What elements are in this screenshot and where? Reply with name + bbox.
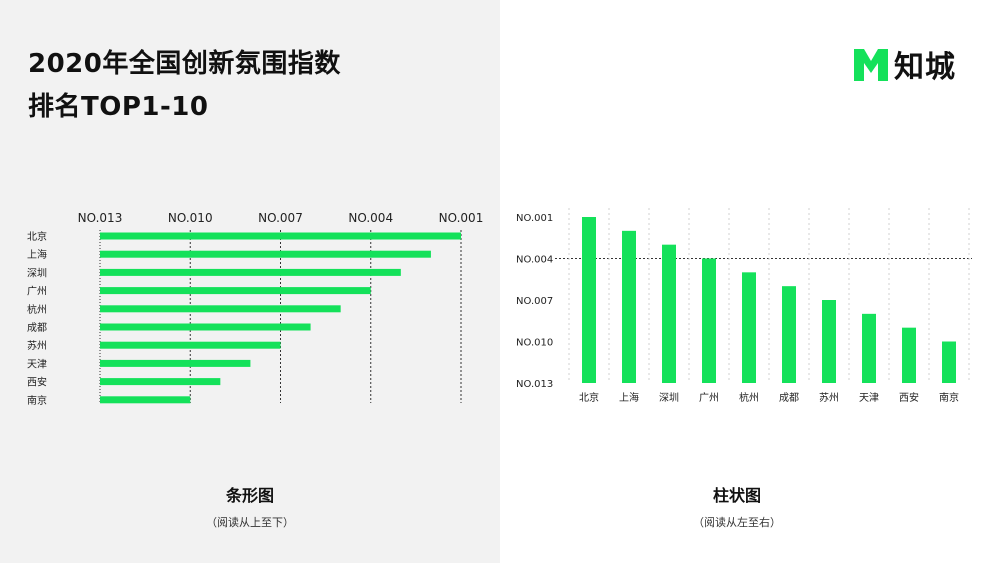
v-bar: [582, 217, 596, 383]
v-category-label: 北京: [579, 391, 599, 404]
h-category-label: 成都: [27, 322, 47, 334]
h-bar: [100, 396, 191, 404]
v-bar: [822, 300, 836, 383]
page-title-line2: 排名TOP1-10: [28, 92, 209, 122]
v-bar: [742, 272, 756, 383]
h-category-label: 西安: [27, 376, 47, 389]
h-category-label: 北京: [27, 230, 47, 243]
v-tick-label: NO.013: [516, 379, 553, 390]
bar-chart-caption-title: 条形图: [225, 486, 274, 505]
v-bar: [862, 313, 876, 383]
v-bar: [622, 230, 636, 383]
h-category-label: 南京: [27, 394, 47, 407]
v-category-label: 成都: [779, 392, 799, 404]
h-bar: [100, 323, 311, 331]
h-bar: [100, 268, 401, 276]
h-tick-label: NO.004: [348, 211, 393, 225]
h-bar: [100, 305, 341, 313]
h-category-label: 深圳: [27, 267, 47, 279]
h-tick-label: NO.007: [258, 211, 303, 225]
column-chart-caption: 柱状图 （阅读从左至右）: [637, 482, 837, 530]
v-tick-label: NO.004: [516, 255, 553, 266]
bar-chart-caption-sub: （阅读从上至下）: [206, 516, 294, 529]
h-bar: [100, 250, 431, 258]
v-bar: [662, 244, 676, 383]
column-chart-caption-sub: （阅读从左至右）: [693, 516, 781, 529]
h-bar: [100, 232, 461, 240]
h-category-label: 广州: [27, 286, 47, 298]
h-bar: [100, 341, 281, 349]
h-category-label: 天津: [27, 358, 47, 370]
page-title-line1: 2020年全国创新氛围指数: [28, 49, 341, 79]
v-category-label: 杭州: [739, 391, 759, 404]
vertical-bar-chart: NO.001 NO.004 NO.007 NO.010 NO.013 北京 上海 深圳 广州 杭州…: [516, 208, 972, 404]
v-bar: [902, 327, 916, 383]
v-bar: [702, 258, 716, 383]
v-category-label: 南京: [939, 391, 959, 404]
h-tick-label: NO.013: [78, 211, 123, 225]
v-category-label: 上海: [619, 391, 639, 404]
v-category-label: 深圳: [659, 392, 679, 404]
left-panel: [0, 0, 500, 563]
v-bar: [942, 341, 956, 383]
h-category-label: 杭州: [27, 303, 47, 316]
logo-mark-icon: [854, 49, 888, 81]
h-tick-label: NO.010: [168, 211, 213, 225]
v-tick-label: NO.007: [516, 296, 553, 307]
v-category-label: 广州: [699, 392, 719, 404]
h-bar: [100, 287, 371, 295]
v-tick-label: NO.001: [516, 213, 553, 224]
column-chart-caption-title: 柱状图: [712, 486, 761, 505]
h-tick-label: NO.001: [439, 211, 484, 225]
bar-chart-caption: 条形图 （阅读从上至下）: [150, 482, 350, 530]
h-category-label: 苏州: [27, 339, 47, 352]
h-category-label: 上海: [27, 248, 47, 261]
horizontal-bar-chart: NO.013 NO.010 NO.007 NO.004 NO.001 北京上海深圳广州杭州…: [27, 211, 484, 407]
h-bar: [100, 359, 251, 367]
h-bar: [100, 378, 221, 386]
logo-text: 知城: [894, 50, 956, 85]
v-tick-label: NO.010: [516, 338, 553, 349]
v-category-label: 天津: [859, 392, 879, 404]
brand-logo: 知城: [852, 44, 956, 85]
v-category-label: 西安: [899, 391, 919, 404]
v-bar: [782, 286, 796, 383]
v-category-label: 苏州: [819, 391, 839, 404]
